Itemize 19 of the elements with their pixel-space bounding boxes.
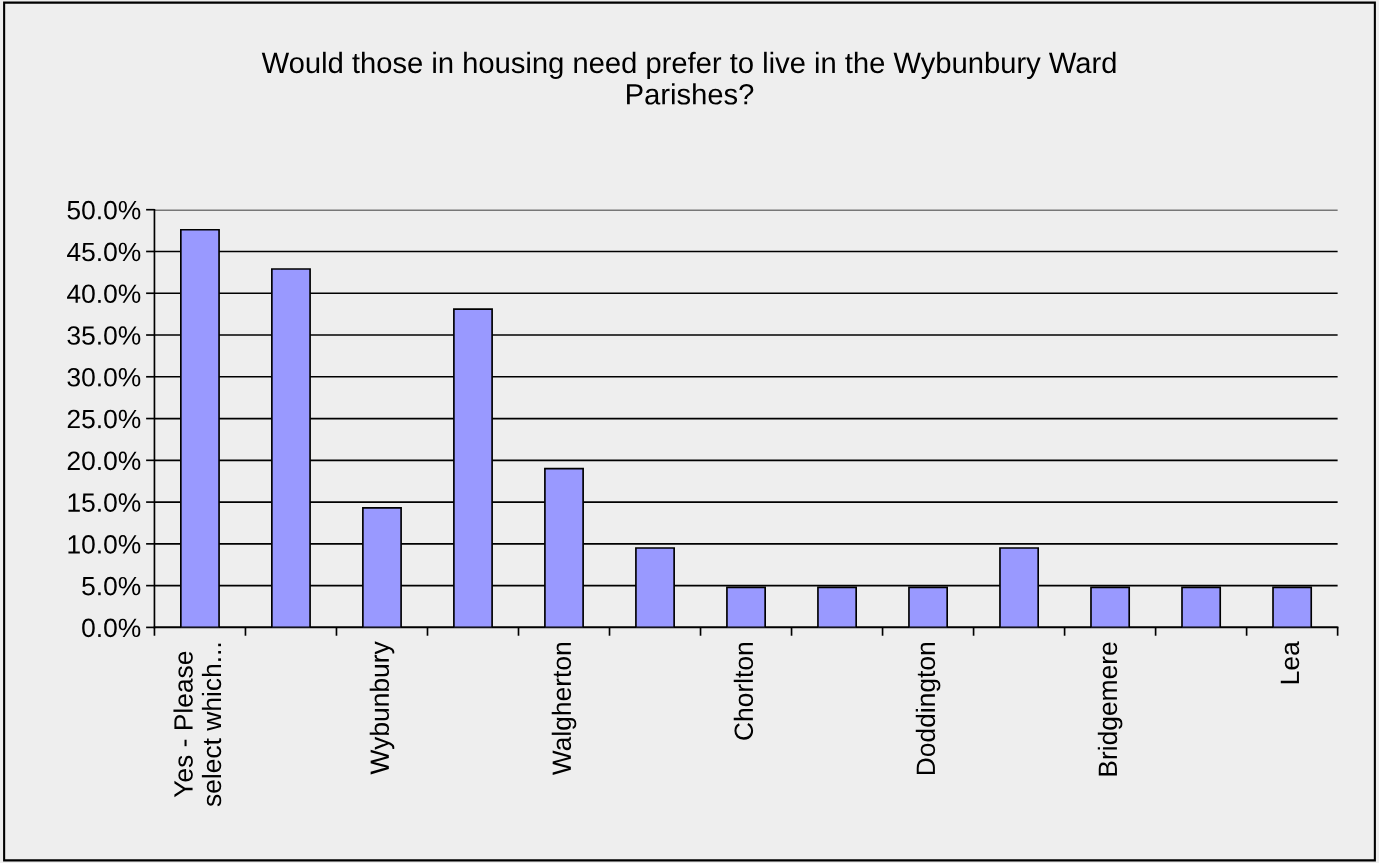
x-tick-label: Chorlton [733, 643, 754, 740]
x-tick-label: Doddington [915, 642, 941, 775]
x-tick-label: Lea [1280, 641, 1300, 684]
y-tick-label: 10.0% [68, 535, 141, 554]
y-tick-label: 20.0% [67, 451, 141, 471]
chart-title: Would those in housing need prefer to live in the Wybunbury Ward Parishes? [261, 51, 1116, 105]
y-tick-label: 0.0% [82, 618, 141, 638]
y-tick-label: 25.0% [67, 409, 141, 429]
y-tick-label: 15.0% [68, 493, 141, 512]
y-tick-label: 30.0% [67, 367, 141, 387]
x-tick-label: Wybunbury [369, 641, 395, 775]
y-tick-label: 5.0% [82, 576, 141, 596]
y-tick-label: 50.0% [67, 200, 141, 220]
x-tick-label: Bridgemere [1097, 642, 1123, 776]
x-tick-label: Walgherton [551, 642, 577, 776]
y-tick-label: 35.0% [67, 326, 141, 345]
x-tick-label: Yes - Please select which... [173, 643, 222, 807]
y-tick-label: 40.0% [67, 284, 141, 304]
y-tick-label: 45.0% [67, 242, 141, 262]
